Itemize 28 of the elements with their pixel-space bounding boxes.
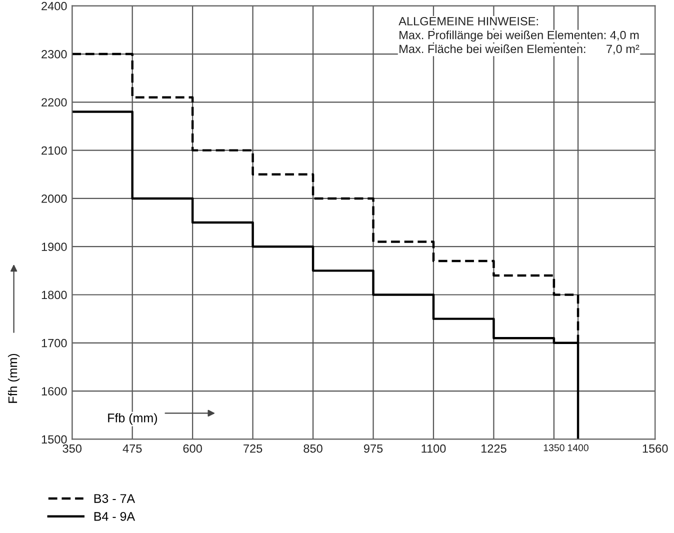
x-tick-label: 350 (62, 444, 82, 453)
x-tick-label: 1100 (422, 444, 446, 453)
x-tick-label: 475 (122, 444, 142, 453)
legend-label: B3 - 7A (94, 494, 136, 503)
x-tick-label: 975 (364, 444, 383, 453)
y-axis-title: Ffh (mm) (8, 354, 20, 403)
y-tick-label: 2000 (42, 194, 67, 203)
y-tick-label: 2300 (42, 50, 67, 58)
y-tick-label: 2100 (42, 146, 67, 155)
y-tick-label: 1800 (42, 290, 67, 300)
x-axis-title: Ffb (mm) (108, 413, 158, 425)
y-tick-label: 1700 (42, 338, 67, 348)
y-tick-label: 2400 (42, 2, 67, 10)
x-tick-label: 1350 (544, 444, 564, 452)
y-tick-label: 1600 (42, 387, 67, 396)
annotation: Max. Fläche bei weißen Elementen: 7,0 m² (400, 44, 640, 54)
x-tick-label: 725 (244, 444, 262, 453)
legend-label: B4 - 9A (94, 512, 136, 521)
y-tick-label: 1500 (42, 435, 67, 444)
annotation: ALLGEMEINE HINWEISE: (398, 17, 538, 26)
x-tick-label: 1400 (568, 444, 588, 452)
y-tick-label: 1900 (42, 242, 67, 251)
y-tick-label: 2200 (42, 98, 67, 107)
x-tick-label: 1560 (642, 444, 668, 453)
x-tick-label: 850 (304, 444, 322, 453)
x-tick-label: 600 (183, 444, 202, 453)
annotation: Max. Profillänge bei weißen Elementen: 4,0 m (400, 30, 639, 42)
x-tick-label: 1225 (481, 444, 506, 453)
